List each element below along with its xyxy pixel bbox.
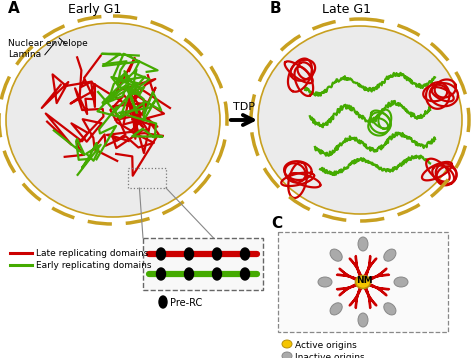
Ellipse shape bbox=[330, 249, 342, 261]
Text: Late G1: Late G1 bbox=[322, 3, 371, 16]
Text: A: A bbox=[8, 1, 20, 16]
Ellipse shape bbox=[318, 277, 332, 287]
Bar bbox=[143, 238, 263, 290]
Text: Early replicating domains: Early replicating domains bbox=[36, 261, 152, 271]
Text: B: B bbox=[270, 1, 282, 16]
Text: Pre-RC: Pre-RC bbox=[170, 298, 202, 308]
Ellipse shape bbox=[384, 249, 396, 261]
Ellipse shape bbox=[282, 340, 292, 348]
Ellipse shape bbox=[282, 352, 292, 358]
Ellipse shape bbox=[258, 26, 462, 214]
Bar bbox=[278, 232, 448, 332]
Text: NM: NM bbox=[356, 276, 373, 285]
Ellipse shape bbox=[212, 268, 221, 280]
Bar bbox=[128, 168, 166, 188]
Text: Early G1: Early G1 bbox=[68, 3, 121, 16]
Ellipse shape bbox=[356, 276, 371, 289]
Ellipse shape bbox=[240, 268, 249, 280]
Text: Inactive origins: Inactive origins bbox=[295, 353, 365, 358]
Ellipse shape bbox=[212, 248, 221, 260]
Ellipse shape bbox=[184, 248, 193, 260]
Text: Active origins: Active origins bbox=[295, 340, 357, 349]
Ellipse shape bbox=[330, 303, 342, 315]
Text: Late replicating domains: Late replicating domains bbox=[36, 250, 148, 258]
Ellipse shape bbox=[156, 268, 165, 280]
Ellipse shape bbox=[240, 248, 249, 260]
Text: Nuclear envelope: Nuclear envelope bbox=[8, 39, 88, 48]
Ellipse shape bbox=[159, 296, 167, 308]
Ellipse shape bbox=[384, 303, 396, 315]
Text: TDP: TDP bbox=[233, 102, 255, 112]
Ellipse shape bbox=[156, 248, 165, 260]
Ellipse shape bbox=[184, 268, 193, 280]
Text: C: C bbox=[271, 216, 282, 231]
Text: Lamina: Lamina bbox=[8, 50, 41, 59]
Ellipse shape bbox=[358, 237, 368, 251]
Ellipse shape bbox=[358, 313, 368, 327]
Ellipse shape bbox=[394, 277, 408, 287]
Ellipse shape bbox=[6, 23, 220, 217]
